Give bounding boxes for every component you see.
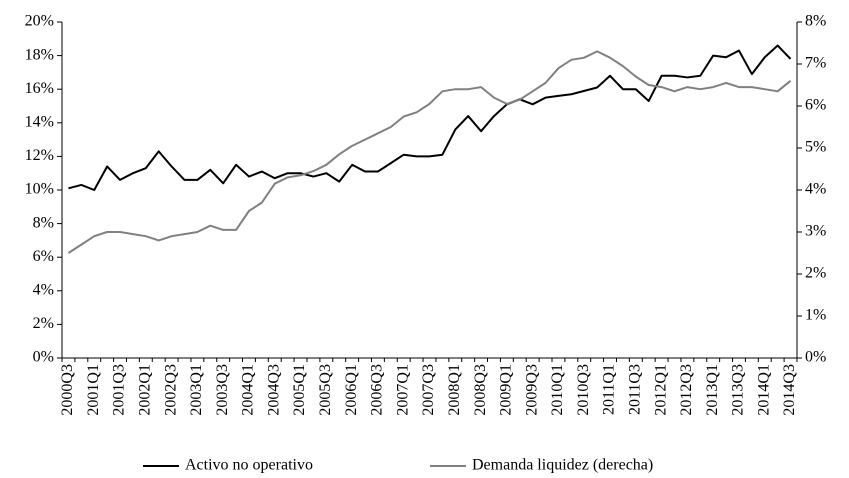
x-tick-label: 2009Q1	[498, 364, 515, 416]
x-tick-label: 2002Q3	[162, 364, 179, 416]
x-tick-label: 2006Q1	[343, 364, 360, 416]
y-tick-label: 2%	[33, 315, 54, 332]
legend-label: Activo no operativo	[185, 457, 313, 474]
y-tick-label: 16%	[25, 80, 54, 97]
x-tick-label: 2007Q3	[420, 364, 437, 416]
legend-label: Demanda liquidez (derecha)	[472, 457, 653, 474]
series-line	[68, 44, 792, 191]
x-tick-label: 2013Q1	[704, 364, 721, 416]
y-tick-label: 0%	[33, 349, 54, 366]
x-tick-label: 2011Q3	[626, 364, 643, 415]
y-tick-label: 4%	[33, 281, 54, 298]
x-tick-label: 2007Q1	[394, 364, 411, 416]
x-tick-label: 2001Q1	[85, 364, 102, 416]
series-line	[67, 50, 792, 254]
y2-tick-label: 5%	[805, 139, 826, 156]
x-tick-label: 2005Q1	[291, 364, 308, 416]
y2-tick-label: 0%	[805, 349, 826, 366]
y2-tick-label: 3%	[805, 223, 826, 240]
x-tick-label: 2014Q1	[755, 364, 772, 416]
x-tick-label: 2011Q1	[601, 364, 618, 415]
x-tick-label: 2002Q1	[136, 364, 153, 416]
x-tick-label: 2003Q3	[214, 364, 231, 416]
x-tick-label: 2001Q3	[111, 364, 128, 416]
x-tick-label: 2013Q3	[730, 364, 747, 416]
y-tick-label: 8%	[33, 214, 54, 231]
x-tick-label: 2012Q3	[678, 364, 695, 416]
x-tick-label: 2008Q3	[472, 364, 489, 416]
y2-tick-label: 6%	[805, 97, 826, 114]
x-tick-label: 2003Q1	[188, 364, 205, 416]
x-tick-label: 2006Q3	[369, 364, 386, 416]
x-tick-label: 2012Q1	[652, 364, 669, 416]
y2-tick-label: 7%	[805, 55, 826, 72]
y2-tick-label: 4%	[805, 181, 826, 198]
x-tick-label: 2008Q1	[446, 364, 463, 416]
y-tick-label: 6%	[33, 248, 54, 265]
y-tick-label: 20%	[25, 13, 54, 30]
y-tick-label: 12%	[25, 147, 54, 164]
y2-tick-label: 2%	[805, 265, 826, 282]
x-tick-label: 2010Q3	[575, 364, 592, 416]
x-tick-label: 2014Q3	[781, 364, 798, 416]
x-tick-label: 2010Q1	[549, 364, 566, 416]
x-tick-label: 2004Q1	[240, 364, 257, 416]
y-tick-label: 14%	[25, 113, 54, 130]
x-tick-label: 2004Q3	[265, 364, 282, 416]
y-tick-label: 10%	[25, 181, 54, 198]
y2-tick-label: 1%	[805, 307, 826, 324]
y2-tick-label: 8%	[805, 13, 826, 30]
x-tick-label: 2005Q3	[317, 364, 334, 416]
y-tick-label: 18%	[25, 46, 54, 63]
x-tick-label: 2000Q3	[59, 364, 76, 416]
x-tick-label: 2009Q3	[523, 364, 540, 416]
